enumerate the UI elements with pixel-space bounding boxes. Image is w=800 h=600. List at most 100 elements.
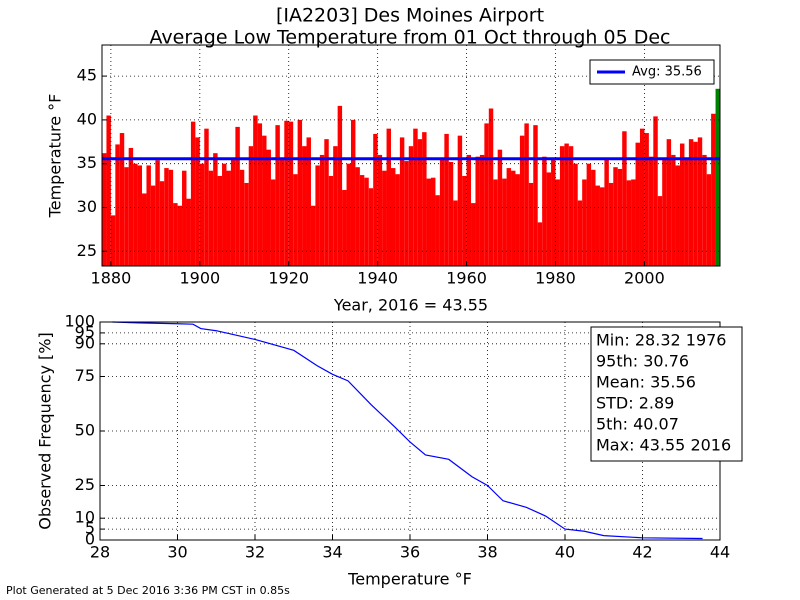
bar — [684, 159, 689, 266]
bar — [106, 115, 111, 266]
bar — [222, 163, 227, 266]
bar — [297, 119, 303, 267]
bar — [110, 215, 116, 266]
bar — [293, 174, 298, 266]
bar — [284, 120, 289, 267]
bar — [559, 146, 565, 266]
bar — [386, 128, 391, 266]
bar — [399, 137, 405, 266]
bar — [497, 149, 503, 266]
bar — [608, 182, 614, 266]
bar — [275, 125, 280, 266]
stats-line: 5th: 40.07 — [596, 415, 679, 434]
bar — [506, 168, 512, 266]
bar — [475, 156, 480, 266]
bar — [150, 185, 156, 266]
bar — [537, 222, 543, 266]
bar — [617, 168, 623, 266]
y-tick-label: 95 — [75, 322, 95, 341]
bar — [622, 131, 627, 266]
y-axis-label: Observed Frequency [%] — [36, 332, 55, 530]
bar — [328, 175, 334, 266]
bar — [448, 161, 454, 266]
bar — [706, 174, 712, 266]
bar — [439, 158, 445, 266]
bar — [546, 172, 552, 266]
bar — [208, 170, 214, 266]
bar — [159, 181, 165, 266]
stats-box — [590, 326, 743, 462]
plot-frame — [101, 44, 721, 267]
bar — [515, 174, 520, 266]
bar — [182, 170, 187, 266]
bar — [102, 153, 107, 266]
bar — [257, 123, 263, 266]
bar — [133, 163, 138, 266]
bar — [204, 128, 209, 266]
bar — [657, 196, 663, 266]
bar — [355, 167, 360, 266]
x-tick-label: 32 — [245, 543, 265, 562]
bar — [408, 146, 414, 266]
bar — [462, 175, 467, 266]
bar — [266, 149, 271, 266]
bar — [226, 170, 231, 266]
bar — [693, 141, 698, 266]
bar — [373, 133, 378, 266]
x-axis-label: Temperature °F — [347, 570, 472, 589]
bar — [528, 182, 534, 266]
bar — [599, 187, 605, 266]
bar — [235, 126, 240, 266]
bar — [288, 121, 294, 266]
bar — [519, 135, 525, 266]
bar — [324, 139, 329, 266]
y-axis-label: Temperature °F — [46, 94, 65, 219]
y-tick-label: 100 — [64, 312, 95, 331]
bar — [390, 168, 396, 266]
bar — [533, 125, 538, 266]
bar — [422, 132, 427, 266]
bar — [484, 123, 489, 266]
bar — [631, 179, 636, 266]
bar — [310, 205, 316, 266]
x-tick-label: 1980 — [535, 269, 576, 288]
bar — [653, 116, 658, 266]
bar — [595, 185, 600, 266]
bar — [302, 146, 307, 266]
bar — [270, 179, 276, 266]
chart-title: [IA2203] Des Moines Airport — [276, 5, 544, 27]
bar — [342, 189, 347, 266]
bar — [173, 203, 178, 266]
bar — [573, 163, 578, 266]
bar — [230, 158, 236, 266]
bar — [368, 188, 374, 266]
bar — [577, 200, 583, 266]
bar — [124, 167, 129, 266]
bar — [333, 146, 338, 266]
bar — [502, 178, 507, 266]
y-tick-label: 0 — [85, 530, 95, 549]
bar — [337, 105, 343, 266]
bar — [671, 154, 676, 266]
frequency-line — [112, 321, 703, 540]
bar — [591, 169, 596, 266]
stats-line: 95th: 30.76 — [596, 352, 689, 371]
bar — [644, 133, 649, 266]
bar — [444, 133, 449, 266]
x-tick-label: 1880 — [91, 269, 132, 288]
x-tick-label: 36 — [400, 543, 420, 562]
stats-line: STD: 2.89 — [596, 394, 674, 413]
bar — [542, 156, 547, 266]
bar — [586, 163, 592, 266]
bar — [137, 165, 143, 266]
bar — [248, 146, 254, 266]
bar — [688, 139, 694, 266]
x-axis-label: Year, 2016 = 43.55 — [333, 296, 488, 315]
y-tick-label: 25 — [75, 475, 95, 494]
bar — [568, 146, 574, 266]
bar — [177, 205, 183, 266]
footer: Plot Generated at 5 Dec 2016 3:36 PM CST… — [6, 584, 290, 597]
y-tick-label: 10 — [75, 508, 95, 527]
x-tick-label: 28 — [90, 543, 110, 562]
